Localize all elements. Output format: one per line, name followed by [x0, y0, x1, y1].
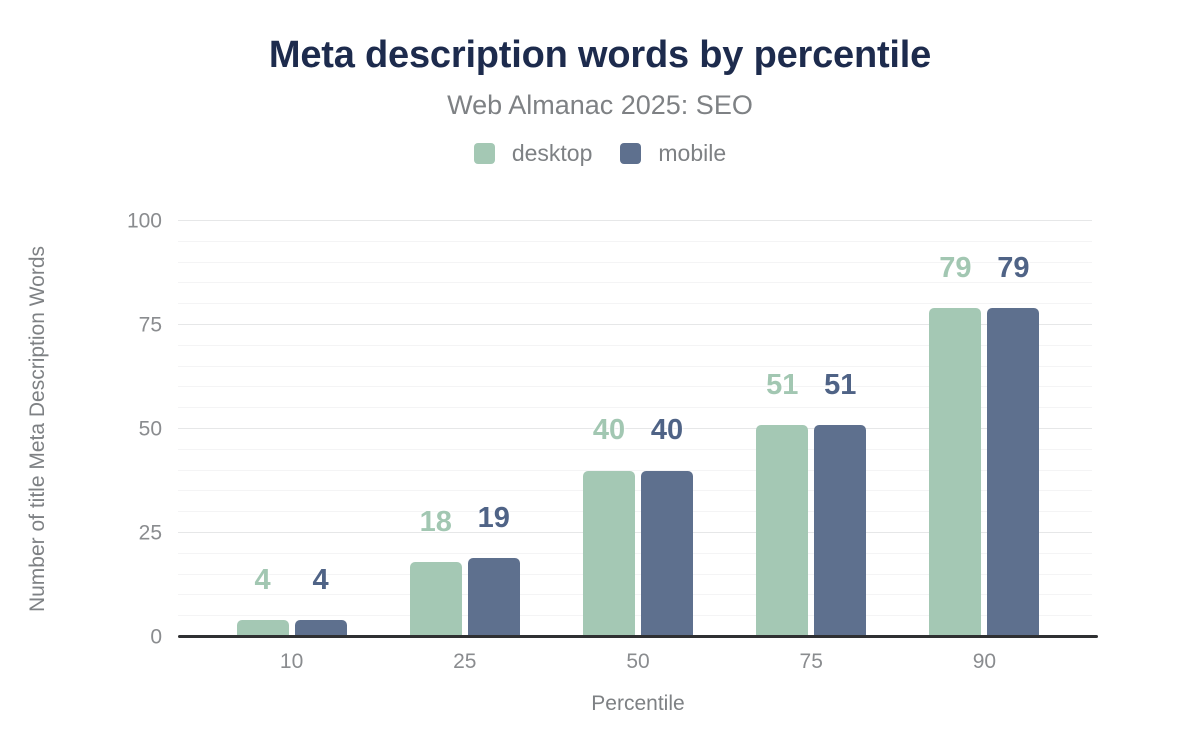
x-axis-title: Percentile	[591, 692, 685, 715]
gridline-major-50	[178, 428, 1092, 429]
gridline-major-75	[178, 324, 1092, 325]
bar-value-mobile-p50: 40	[650, 414, 684, 447]
chart-subtitle: Web Almanac 2025: SEO	[447, 90, 753, 120]
gridline-minor-65	[178, 365, 1092, 367]
gridline-minor-40	[178, 469, 1092, 471]
bar-group-mobile-p50: 40	[641, 416, 693, 637]
gridline-minor-60	[178, 386, 1092, 388]
chart-legend: desktop mobile	[0, 142, 1200, 165]
y-axis-title-box: Number of title Meta Description Words	[0, 221, 76, 637]
bar-value-desktop-p50: 40	[592, 414, 626, 447]
y-tick-label-50: 50	[138, 417, 162, 441]
x-tick-label-90: 90	[972, 650, 997, 673]
gridline-minor-80	[178, 303, 1092, 305]
gridline-minor-90	[178, 261, 1092, 263]
bar-mobile-p10[interactable]	[294, 620, 347, 637]
bar-value-desktop-p25: 18	[419, 505, 452, 538]
bar-desktop-p50[interactable]	[583, 470, 635, 637]
bar-desktop-p75[interactable]	[756, 424, 809, 637]
x-tick-label-25: 25	[453, 650, 477, 673]
bar-group-desktop-p50: 40	[583, 416, 635, 637]
y-tick-label-100: 100	[126, 209, 162, 233]
bar-desktop-p10[interactable]	[236, 620, 289, 637]
bar-group-mobile-p90: 79	[987, 254, 1040, 637]
y-axis-title: Number of title Meta Description Words	[26, 245, 50, 613]
bar-value-desktop-p10: 4	[254, 564, 271, 597]
bar-desktop-p90[interactable]	[929, 308, 982, 637]
gridline-minor-55	[178, 407, 1092, 409]
gridline-minor-35	[178, 490, 1092, 492]
legend-item-mobile[interactable]: mobile	[620, 142, 726, 165]
bar-group-desktop-p75: 51	[756, 370, 809, 637]
gridline-minor-5	[178, 615, 1092, 617]
bar-group-mobile-p75: 51	[814, 370, 867, 637]
category-slot-50: 40 40 50	[551, 221, 724, 672]
bar-mobile-p25[interactable]	[467, 557, 520, 637]
bar-value-mobile-p75: 51	[824, 368, 857, 401]
bar-group-desktop-p25: 18	[409, 507, 462, 637]
desktop-series-swatch-icon	[473, 143, 495, 164]
bar-mobile-p50[interactable]	[641, 470, 693, 637]
x-axis-line	[178, 635, 1098, 638]
gridline-minor-95	[178, 240, 1092, 242]
gridline-minor-45	[178, 448, 1092, 450]
bar-desktop-p25[interactable]	[409, 562, 462, 637]
gridline-minor-15	[178, 573, 1092, 575]
gridline-minor-30	[178, 511, 1092, 513]
y-tick-label-75: 75	[138, 313, 162, 337]
gridline-minor-10	[178, 594, 1092, 596]
bar-value-desktop-p75: 51	[766, 368, 799, 401]
legend-label-mobile: mobile	[658, 140, 727, 166]
x-tick-label-75: 75	[799, 650, 823, 673]
gridline-major-25	[178, 532, 1092, 533]
bar-value-desktop-p90: 79	[939, 252, 972, 285]
gridline-minor-20	[178, 552, 1092, 554]
gridline-major-100	[178, 220, 1092, 221]
category-slot-75: 51 51 75	[725, 221, 898, 672]
mobile-series-swatch-icon	[620, 143, 642, 164]
x-tick-label-10: 10	[279, 650, 304, 673]
category-slot-25: 18 19 25	[378, 221, 551, 672]
category-slot-10: 4 4 10	[205, 221, 378, 672]
gridline-minor-70	[178, 344, 1092, 346]
y-tick-label-25: 25	[138, 521, 162, 545]
chart-title: Meta description words by percentile	[268, 34, 932, 76]
bars-layer: 4 4 10 18 19 25 40 40 50 51 51 75 79 79 90	[205, 221, 1071, 672]
legend-label-desktop: desktop	[511, 140, 593, 166]
bar-group-mobile-p10: 4	[294, 566, 347, 637]
bar-group-desktop-p90: 79	[929, 254, 982, 637]
y-tick-label-0: 0	[150, 625, 162, 649]
plot-area: 0 25 50 75 100 4 4 10 18 19 25 40 40 50 51 51 75 79 79 90	[127, 211, 1098, 672]
gridline-minor-85	[178, 282, 1092, 284]
bar-value-mobile-p10: 4	[312, 564, 329, 597]
bar-group-mobile-p25: 19	[467, 503, 520, 637]
legend-item-desktop[interactable]: desktop	[473, 140, 593, 166]
bar-group-desktop-p10: 4	[236, 566, 289, 637]
bar-mobile-p90[interactable]	[987, 308, 1040, 637]
bar-value-mobile-p90: 79	[997, 252, 1030, 285]
x-tick-label-50: 50	[626, 650, 650, 673]
category-slot-90: 79 79 90	[898, 221, 1071, 672]
bar-value-mobile-p25: 19	[477, 501, 510, 534]
bar-mobile-p75[interactable]	[814, 424, 867, 637]
